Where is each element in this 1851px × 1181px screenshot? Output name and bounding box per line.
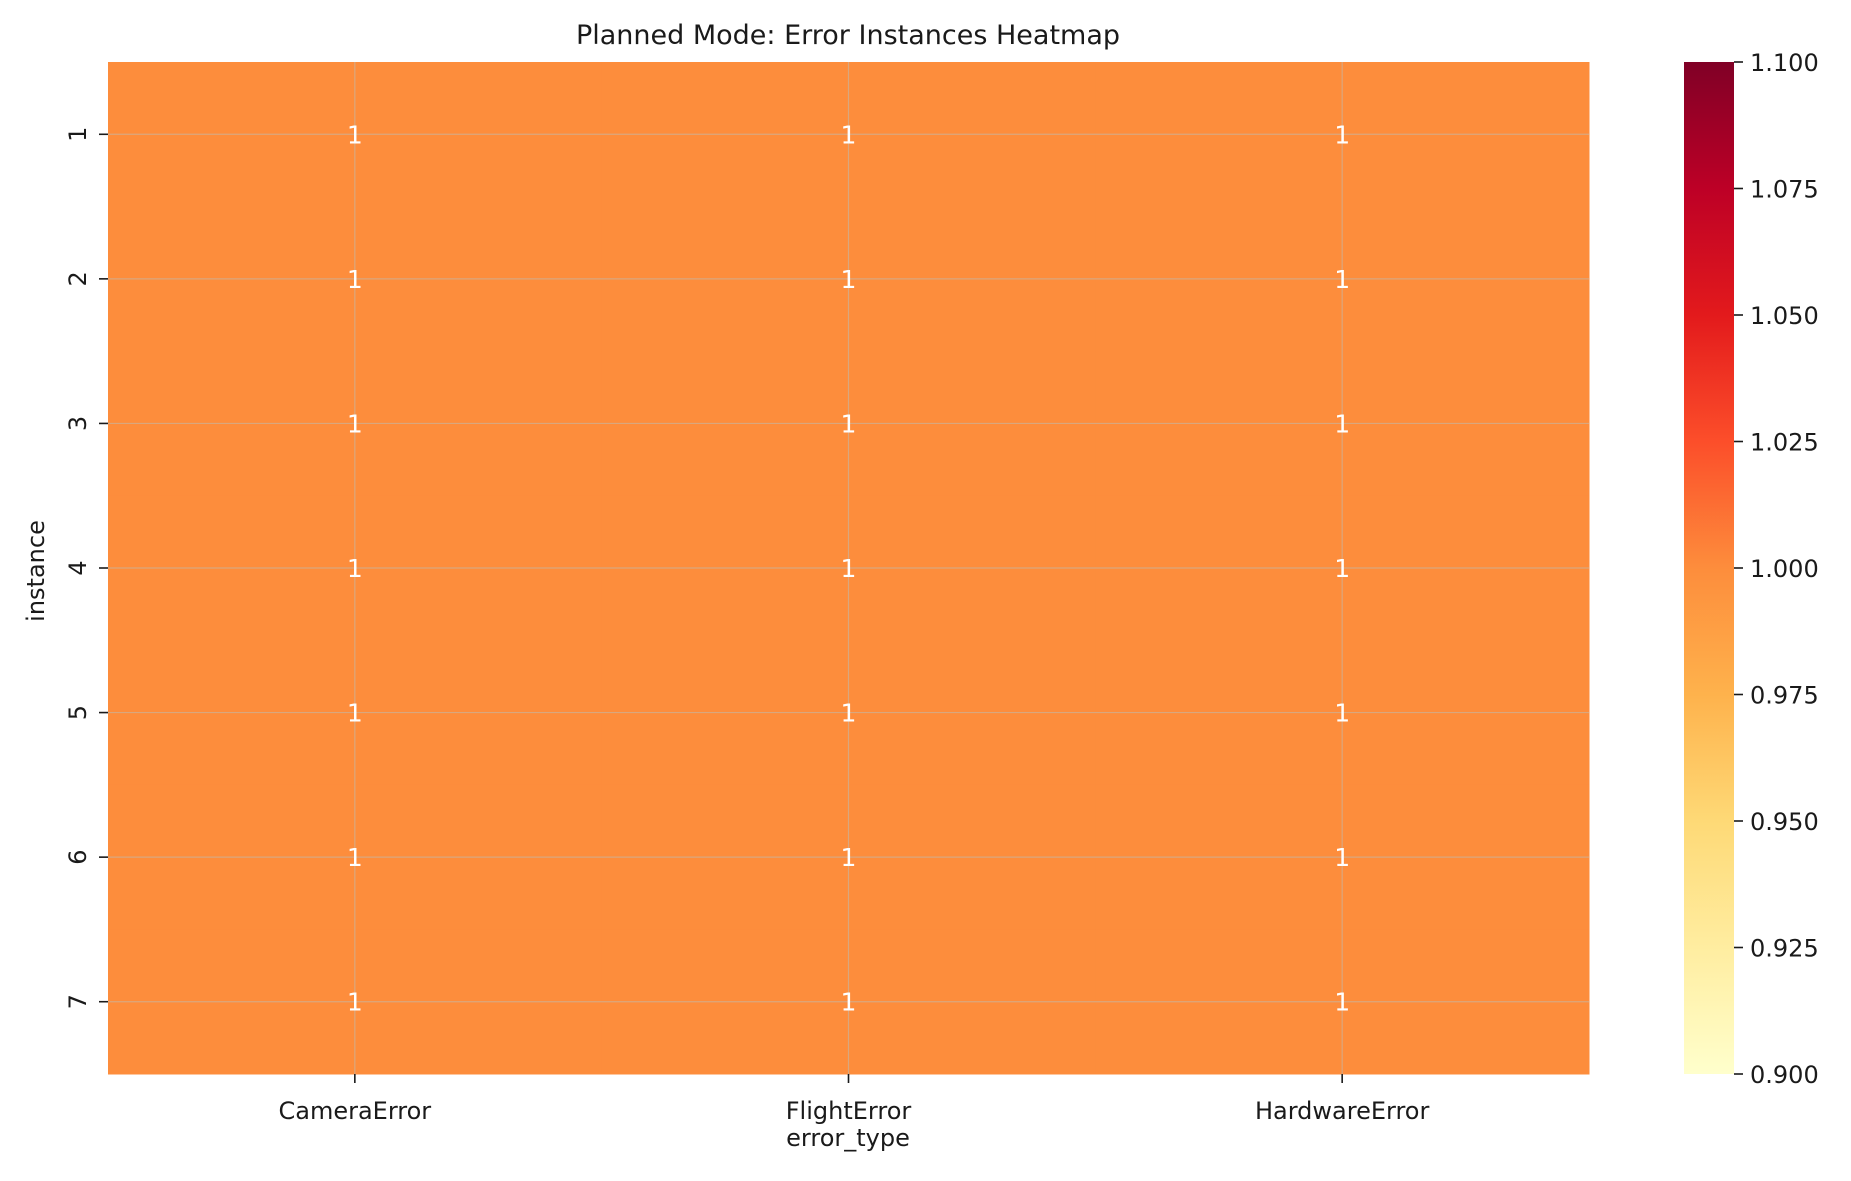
x-tick-label: FlightError — [786, 1097, 912, 1125]
cell-annotation: 1 — [347, 699, 363, 728]
cell-annotation: 1 — [841, 554, 857, 583]
cell-annotation: 1 — [841, 409, 857, 438]
y-axis-label: instance — [22, 520, 50, 622]
colorbar-tick-label: 1.000 — [1750, 555, 1819, 583]
y-tick-label: 3 — [64, 416, 92, 431]
cell-annotation: 1 — [1334, 265, 1350, 294]
cell-annotation: 1 — [1334, 843, 1350, 872]
colorbar-tick-label: 0.950 — [1750, 808, 1819, 836]
cell-annotation: 1 — [347, 988, 363, 1017]
plot-area: 1 1 1 1 1 1 1 1 1 1 1 1 1 1 1 1 1 1 1 1 1 — [108, 62, 1590, 1075]
cell-annotation: 1 — [347, 843, 363, 872]
cell-annotation: 1 — [841, 699, 857, 728]
x-axis-label: error_type — [786, 1124, 910, 1152]
x-axis: CameraError FlightError HardwareError — [278, 1074, 1429, 1125]
x-tick-label: CameraError — [278, 1097, 431, 1125]
colorbar-tick-label: 0.975 — [1750, 682, 1819, 710]
y-tick-label: 2 — [64, 271, 92, 286]
colorbar-tick-label: 0.925 — [1750, 935, 1819, 963]
cell-annotation: 1 — [347, 409, 363, 438]
cell-annotation: 1 — [841, 265, 857, 294]
y-tick-label: 7 — [64, 994, 92, 1009]
cell-annotation: 1 — [347, 120, 363, 149]
cell-annotation: 1 — [841, 120, 857, 149]
y-tick-label: 6 — [64, 850, 92, 865]
y-tick-label: 5 — [64, 705, 92, 720]
colorbar-tick-label: 1.100 — [1750, 49, 1819, 77]
cell-annotation: 1 — [1334, 120, 1350, 149]
colorbar-gradient — [1684, 62, 1734, 1074]
colorbar: 0.900 0.925 0.950 0.975 1.000 1.025 1.050 1.075… — [1684, 49, 1819, 1089]
colorbar-tick-label: 1.025 — [1750, 429, 1819, 457]
y-tick-label: 1 — [64, 127, 92, 142]
cell-annotation: 1 — [1334, 699, 1350, 728]
colorbar-tick-label: 0.900 — [1750, 1061, 1819, 1089]
cell-annotation: 1 — [841, 843, 857, 872]
cell-annotation: 1 — [1334, 409, 1350, 438]
colorbar-tick-label: 1.075 — [1750, 176, 1819, 204]
colorbar-tick-label: 1.050 — [1750, 302, 1819, 330]
cell-annotation: 1 — [1334, 988, 1350, 1017]
x-tick-label: HardwareError — [1255, 1097, 1430, 1125]
cell-annotation: 1 — [1334, 554, 1350, 583]
y-tick-label: 4 — [64, 560, 92, 575]
y-axis: 1 2 3 4 5 6 7 — [64, 127, 108, 1009]
chart-title: Planned Mode: Error Instances Heatmap — [576, 20, 1120, 51]
cell-annotation: 1 — [347, 265, 363, 294]
cell-annotation: 1 — [841, 988, 857, 1017]
cell-annotation: 1 — [347, 554, 363, 583]
